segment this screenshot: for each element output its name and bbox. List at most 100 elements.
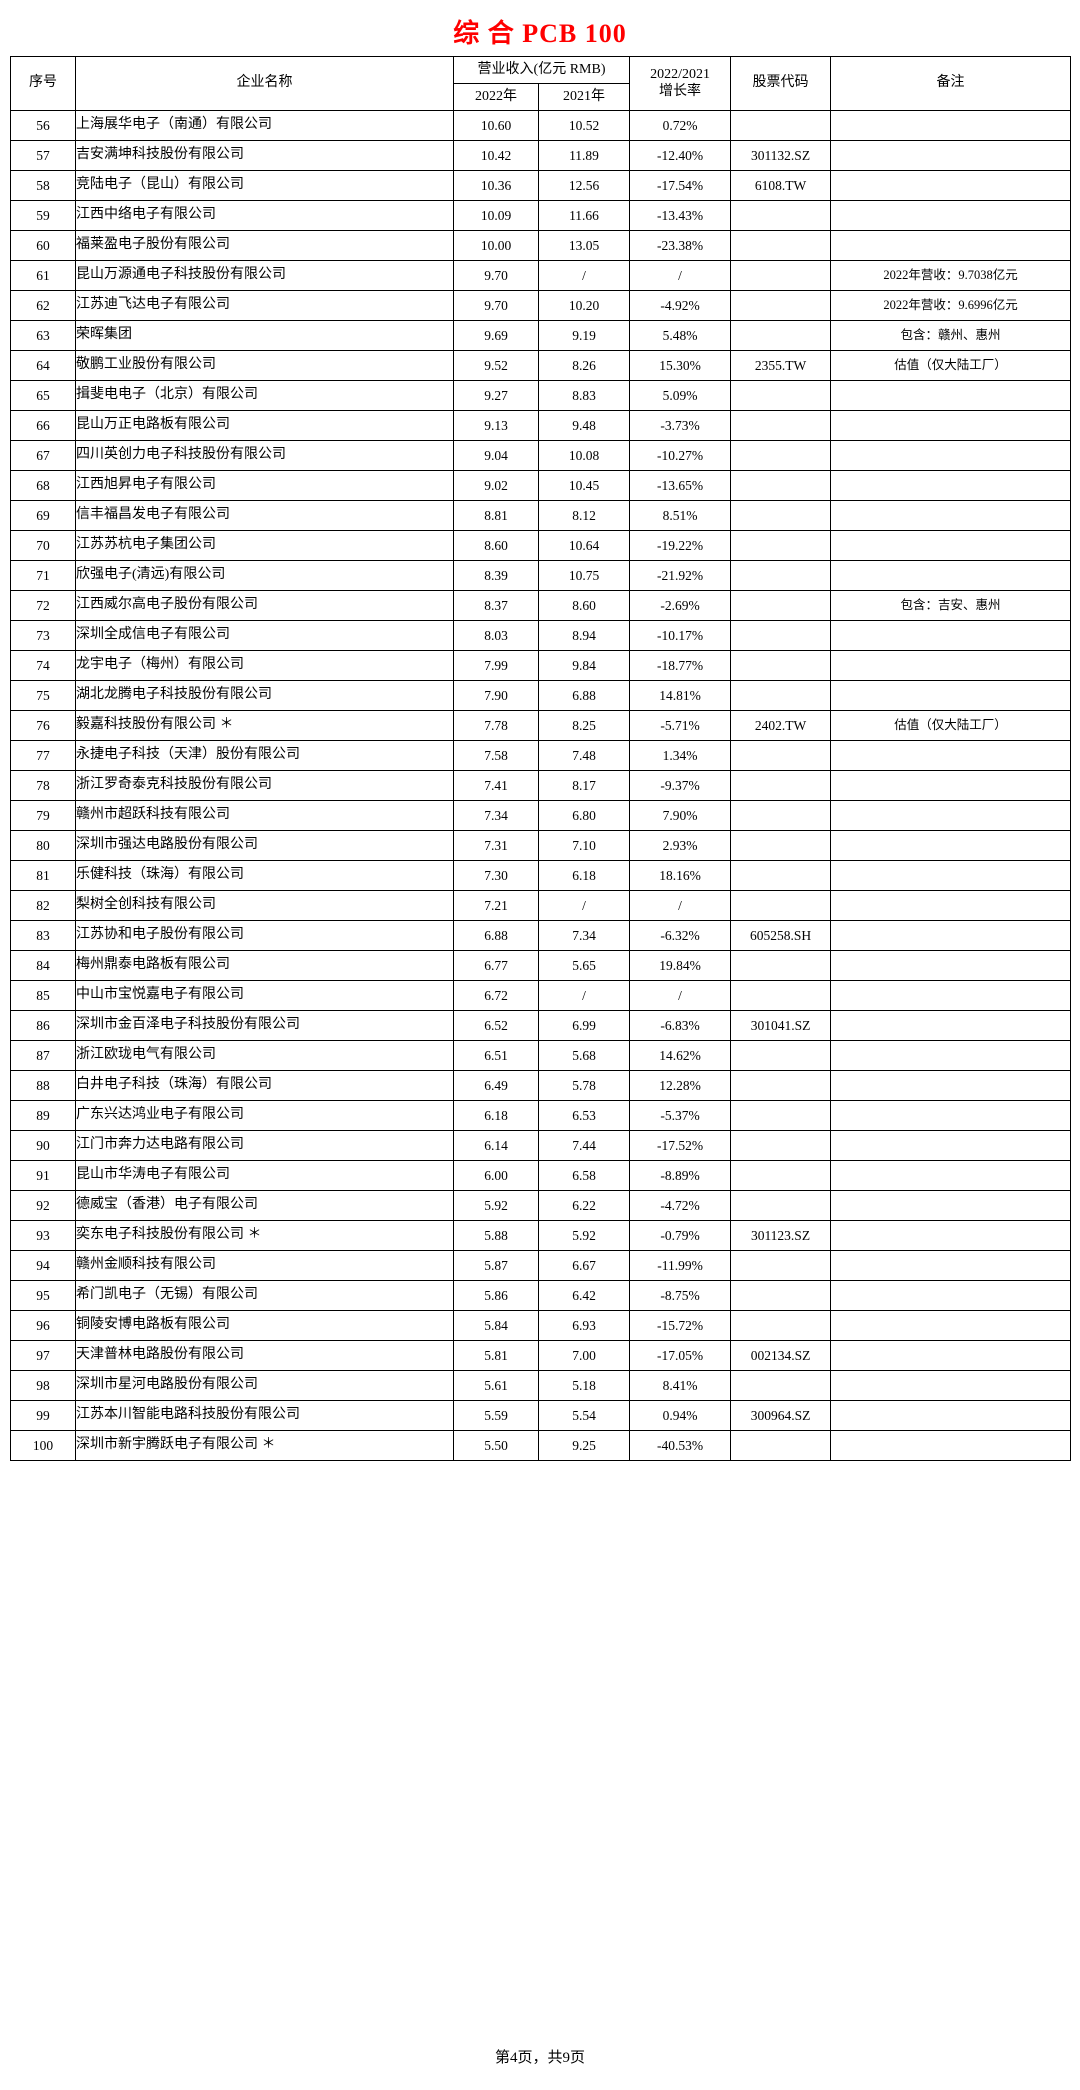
revenue-2022-cell: 5.88 <box>453 1220 539 1251</box>
note-cell <box>830 770 1072 801</box>
revenue-2022-cell: 9.13 <box>453 410 539 441</box>
revenue-2021-cell: 7.10 <box>537 830 631 861</box>
stock-code-cell <box>730 530 832 561</box>
stock-code-cell: 6108.TW <box>730 170 832 201</box>
growth-rate-cell: 14.81% <box>629 680 732 711</box>
revenue-2021-cell: 8.26 <box>537 350 631 381</box>
note-cell <box>830 1220 1072 1251</box>
table-row: 70 江苏苏杭电子集团公司 8.60 10.64 -19.22% <box>10 530 1072 561</box>
header-growth-line2: 增长率 <box>659 83 702 99</box>
revenue-2022-cell: 6.72 <box>453 980 539 1011</box>
stock-code-cell <box>730 1310 832 1341</box>
growth-rate-cell: -11.99% <box>629 1250 732 1281</box>
revenue-2022-cell: 6.51 <box>453 1040 539 1071</box>
revenue-2022-cell: 9.70 <box>453 260 539 291</box>
note-cell <box>830 1160 1072 1191</box>
company-name-cell: 白井电子科技（珠海）有限公司 <box>75 1070 454 1101</box>
stock-code-cell <box>730 230 832 261</box>
stock-code-cell <box>730 1370 832 1401</box>
revenue-2021-cell: / <box>537 890 631 921</box>
revenue-2022-cell: 5.87 <box>453 1250 539 1281</box>
note-cell <box>830 920 1072 951</box>
growth-rate-cell: 18.16% <box>629 860 732 891</box>
table-row: 71 欣强电子(清远)有限公司 8.39 10.75 -21.92% <box>10 560 1072 591</box>
header-year-2022: 2022年 <box>453 83 539 111</box>
revenue-2021-cell: 8.25 <box>537 710 631 741</box>
company-name-cell: 上海展华电子（南通）有限公司 <box>75 110 454 141</box>
stock-code-cell <box>730 1100 832 1131</box>
row-index-cell: 79 <box>10 800 76 831</box>
table-row: 74 龙宇电子（梅州）有限公司 7.99 9.84 -18.77% <box>10 650 1072 681</box>
note-cell <box>830 1100 1072 1131</box>
row-index-cell: 78 <box>10 770 76 801</box>
row-index-cell: 85 <box>10 980 76 1011</box>
company-name-cell: 湖北龙腾电子科技股份有限公司 <box>75 680 454 711</box>
row-index-cell: 62 <box>10 290 76 321</box>
note-cell <box>830 1130 1072 1161</box>
revenue-2022-cell: 6.00 <box>453 1160 539 1191</box>
note-cell <box>830 1010 1072 1041</box>
note-cell <box>830 1070 1072 1101</box>
company-name-cell: 梅州鼎泰电路板有限公司 <box>75 950 454 981</box>
row-index-cell: 82 <box>10 890 76 921</box>
row-index-cell: 71 <box>10 560 76 591</box>
company-name-cell: 奕东电子科技股份有限公司 ＊ <box>75 1220 454 1251</box>
stock-code-cell <box>730 290 832 321</box>
company-name-cell: 江苏苏杭电子集团公司 <box>75 530 454 561</box>
table-row: 80 深圳市强达电路股份有限公司 7.31 7.10 2.93% <box>10 830 1072 861</box>
growth-rate-cell: -17.52% <box>629 1130 732 1161</box>
row-index-cell: 98 <box>10 1370 76 1401</box>
row-index-cell: 89 <box>10 1100 76 1131</box>
company-name-cell: 深圳全成信电子有限公司 <box>75 620 454 651</box>
header-revenue-group: 营业收入(亿元 RMB) <box>452 56 631 84</box>
header-growth-line1: 2022/2021 <box>650 66 710 82</box>
revenue-2021-cell: 6.67 <box>537 1250 631 1281</box>
company-name-cell: 永捷电子科技（天津）股份有限公司 <box>75 740 454 771</box>
row-index-cell: 75 <box>10 680 76 711</box>
revenue-2021-cell: 13.05 <box>537 230 631 261</box>
table-row: 72 江西威尔高电子股份有限公司 8.37 8.60 -2.69% 包含：吉安、惠州 <box>10 590 1072 621</box>
stock-code-cell <box>730 1160 832 1191</box>
company-name-cell: 希门凯电子（无锡）有限公司 <box>75 1280 454 1311</box>
company-name-cell: 天津普林电路股份有限公司 <box>75 1340 454 1371</box>
growth-rate-cell: 8.51% <box>629 500 732 531</box>
company-name-cell: 深圳市金百泽电子科技股份有限公司 <box>75 1010 454 1041</box>
note-cell <box>830 980 1072 1011</box>
table-row: 92 德威宝（香港）电子有限公司 5.92 6.22 -4.72% <box>10 1190 1072 1221</box>
company-name-cell: 德威宝（香港）电子有限公司 <box>75 1190 454 1221</box>
revenue-2022-cell: 5.84 <box>453 1310 539 1341</box>
growth-rate-cell: 0.72% <box>629 110 732 141</box>
note-cell <box>830 530 1072 561</box>
table-row: 57 吉安满坤科技股份有限公司 10.42 11.89 -12.40% 301132.SZ <box>10 140 1072 171</box>
table-row: 97 天津普林电路股份有限公司 5.81 7.00 -17.05% 002134.SZ <box>10 1340 1072 1371</box>
table-row: 84 梅州鼎泰电路板有限公司 6.77 5.65 19.84% <box>10 950 1072 981</box>
stock-code-cell <box>730 410 832 441</box>
company-name-cell: 深圳市强达电路股份有限公司 <box>75 830 454 861</box>
revenue-2021-cell: 6.93 <box>537 1310 631 1341</box>
note-cell <box>830 410 1072 441</box>
revenue-2022-cell: 9.52 <box>453 350 539 381</box>
row-index-cell: 97 <box>10 1340 76 1371</box>
growth-rate-cell: 8.41% <box>629 1370 732 1401</box>
revenue-2022-cell: 7.58 <box>453 740 539 771</box>
row-index-cell: 87 <box>10 1040 76 1071</box>
table-row: 98 深圳市星河电路股份有限公司 5.61 5.18 8.41% <box>10 1370 1072 1401</box>
growth-rate-cell: -8.89% <box>629 1160 732 1191</box>
row-index-cell: 65 <box>10 380 76 411</box>
revenue-2022-cell: 10.09 <box>453 200 539 231</box>
revenue-2021-cell: 10.64 <box>537 530 631 561</box>
company-name-cell: 揖斐电电子（北京）有限公司 <box>75 380 454 411</box>
revenue-2021-cell: 7.44 <box>537 1130 631 1161</box>
table-row: 76 毅嘉科技股份有限公司 ＊ 7.78 8.25 -5.71% 2402.TW 估值（仅大… <box>10 710 1072 741</box>
revenue-2022-cell: 7.30 <box>453 860 539 891</box>
stock-code-cell <box>730 830 832 861</box>
row-index-cell: 80 <box>10 830 76 861</box>
header-growth-rate: 2022/2021 增长率 <box>629 56 732 111</box>
stock-code-cell: 301041.SZ <box>730 1010 832 1041</box>
stock-code-cell <box>730 1040 832 1071</box>
company-name-cell: 江门市奔力达电路有限公司 <box>75 1130 454 1161</box>
company-name-cell: 欣强电子(清远)有限公司 <box>75 560 454 591</box>
company-name-cell: 深圳市星河电路股份有限公司 <box>75 1370 454 1401</box>
table-row: 65 揖斐电电子（北京）有限公司 9.27 8.83 5.09% <box>10 380 1072 411</box>
table-row: 91 昆山市华涛电子有限公司 6.00 6.58 -8.89% <box>10 1160 1072 1191</box>
